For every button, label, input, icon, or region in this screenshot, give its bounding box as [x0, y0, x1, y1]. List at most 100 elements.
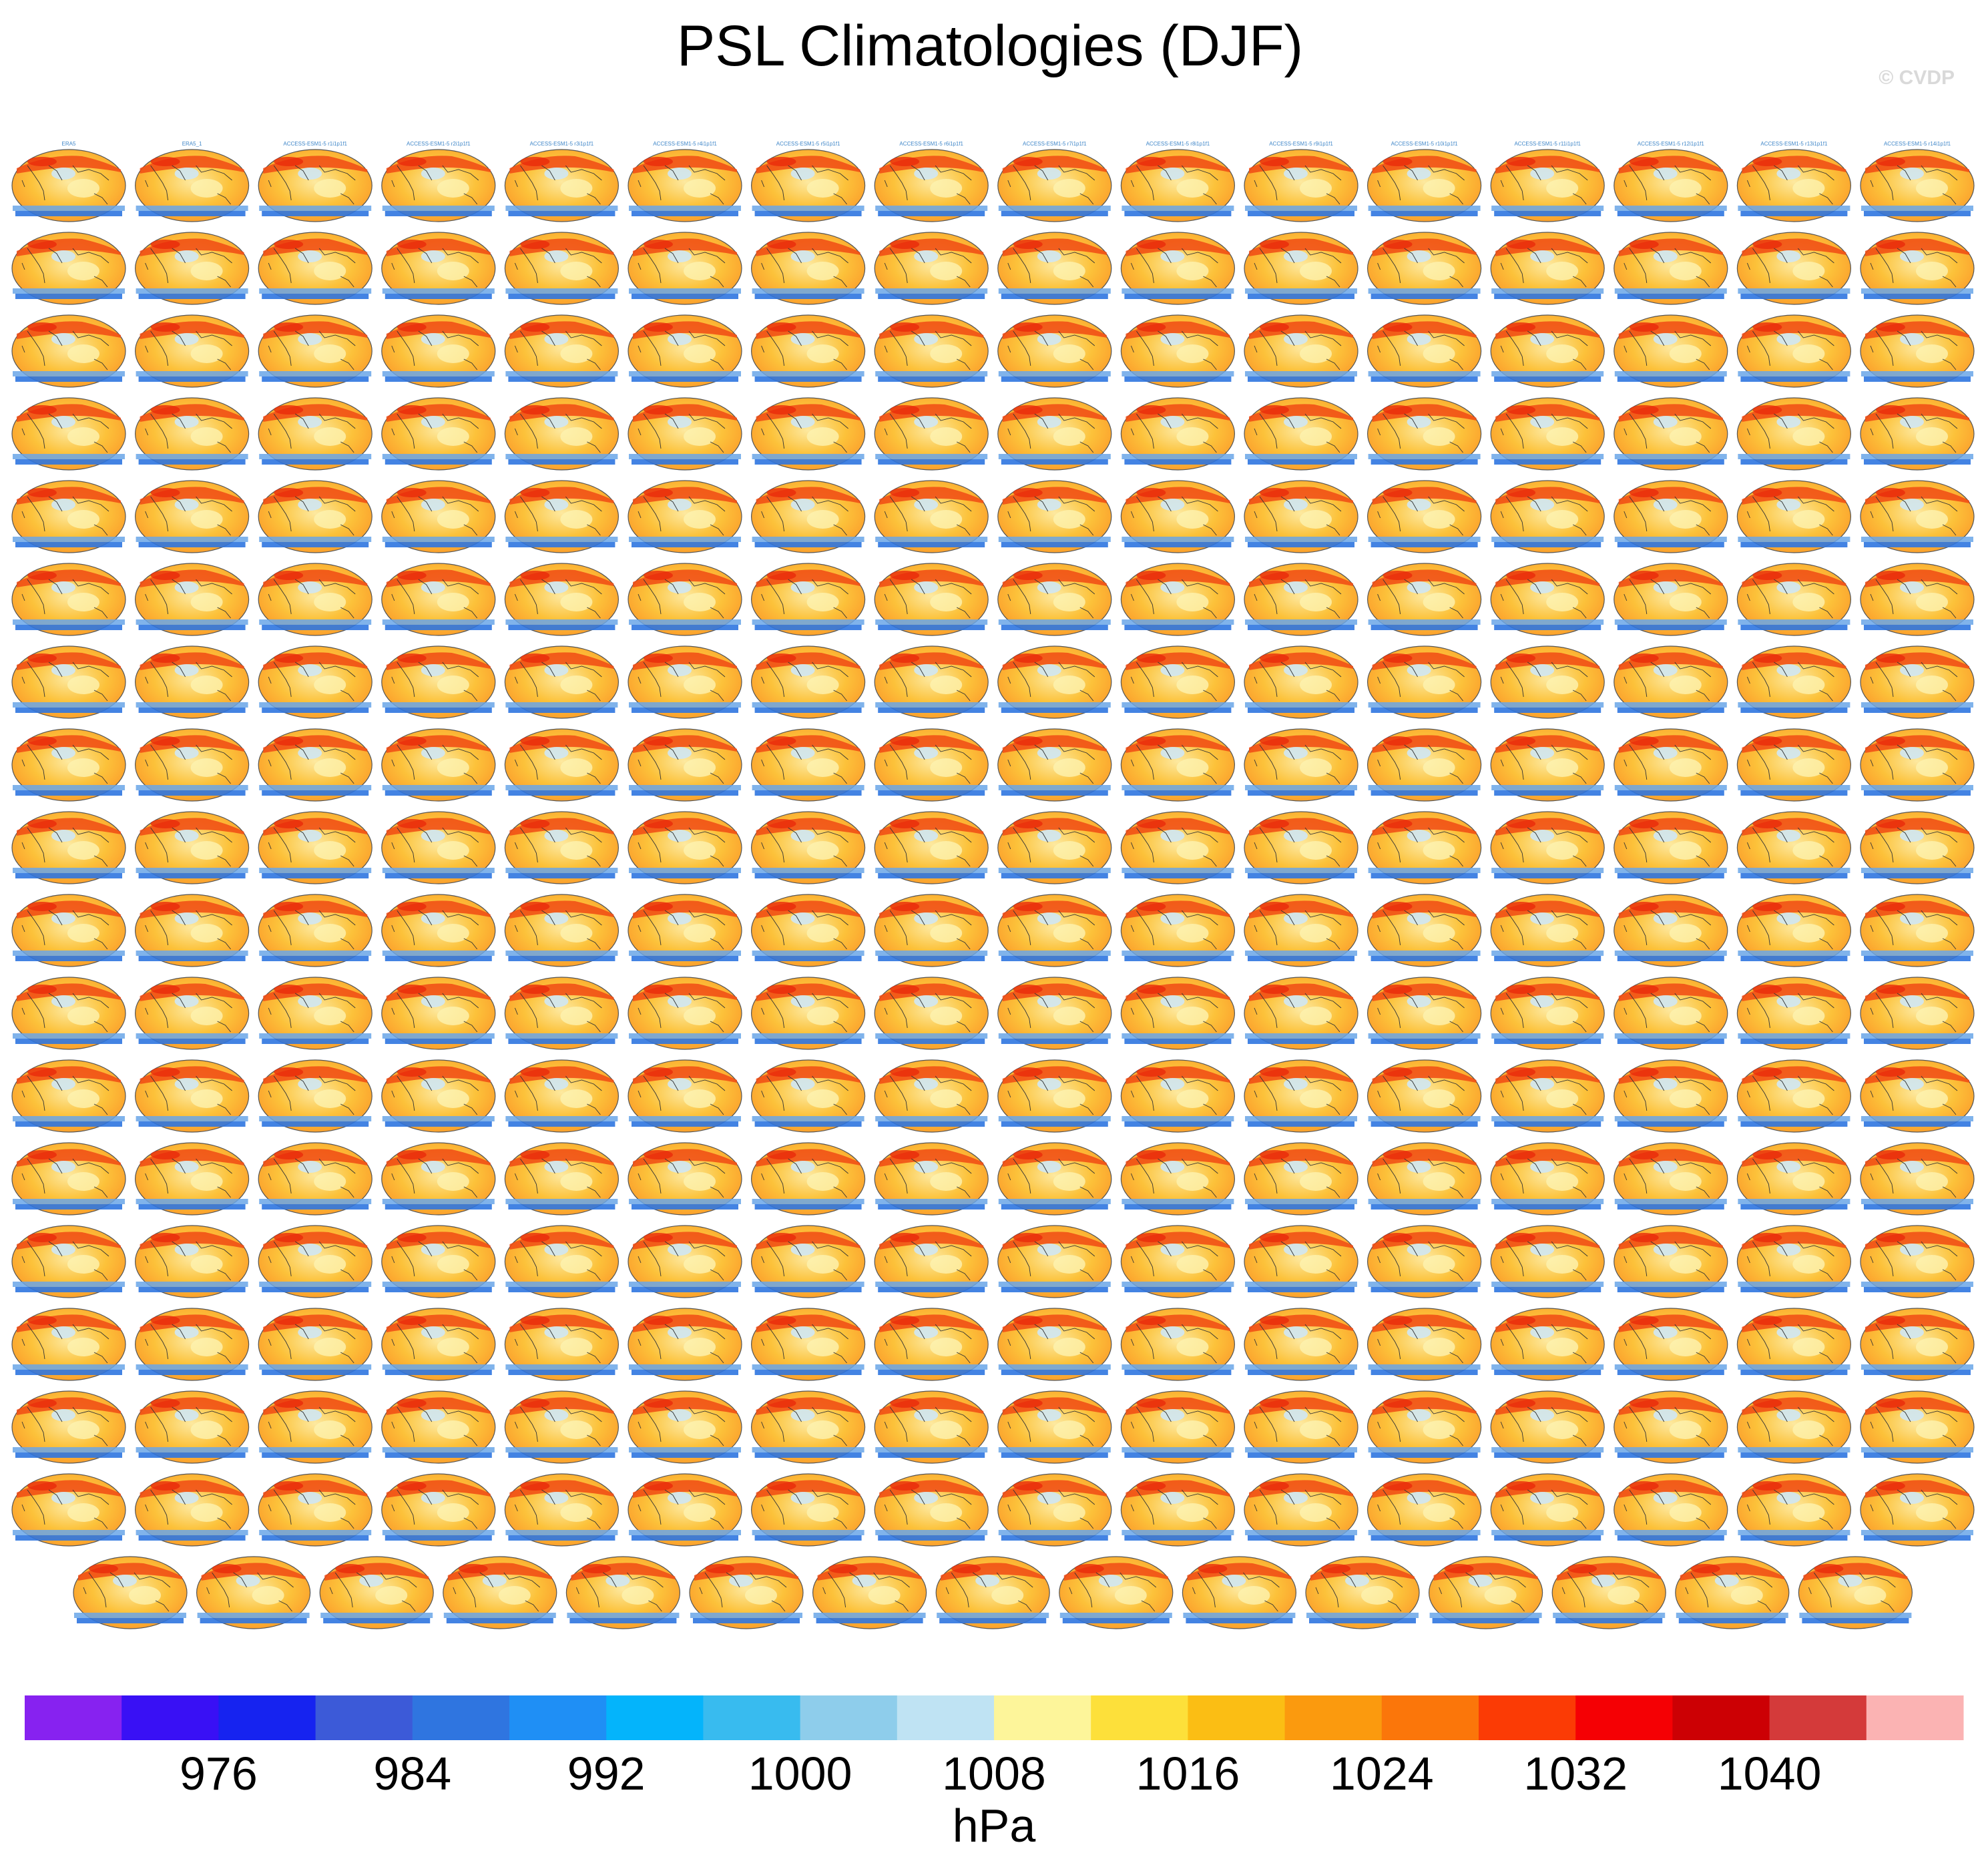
map-panel-image: [997, 1225, 1112, 1298]
map-panel: [1490, 1473, 1605, 1547]
map-panel: [750, 1059, 866, 1133]
map-panel: [135, 1390, 250, 1464]
colorbar-tick-label: 992: [567, 1748, 646, 1800]
map-panel-image: [997, 1142, 1112, 1216]
panel-title: ACCESS-ESM1-5 r7i1p1f1: [1023, 141, 1087, 147]
map-panel-image: [1244, 314, 1358, 388]
map-panel: [1860, 232, 1975, 305]
map-panel: [504, 1059, 619, 1133]
map-panel: ACCESS-ESM1-5 r2i1p1f1: [381, 141, 496, 222]
map-panel-image: [381, 1142, 496, 1216]
map-panel-image: [258, 563, 372, 636]
map-panel: [11, 1142, 126, 1216]
map-panel: [1613, 1225, 1728, 1298]
map-panel-image: [628, 1059, 742, 1133]
map-panel: [1244, 1059, 1358, 1133]
map-panel: [1244, 314, 1358, 388]
map-panel: [504, 314, 619, 388]
colorbar-segment: [703, 1695, 801, 1740]
map-panel: [1860, 1473, 1975, 1547]
map-panel-image: [874, 1473, 989, 1547]
map-panel-image: [1860, 1473, 1975, 1547]
map-panel-image: [381, 1225, 496, 1298]
map-panel-image: [1736, 563, 1851, 636]
map-panel-image: [1798, 1556, 1913, 1629]
map-panel-image: [874, 1390, 989, 1464]
map-panel-image: [1490, 1059, 1605, 1133]
map-panel-image: [135, 1390, 250, 1464]
map-panel-image: [1736, 977, 1851, 1050]
map-panel: [504, 977, 619, 1050]
map-panel: [1059, 1556, 1174, 1629]
map-panel: [997, 1142, 1112, 1216]
map-panel: [1120, 977, 1236, 1050]
map-panel-image: [1860, 894, 1975, 967]
map-panel: [1120, 728, 1236, 802]
map-panel: [628, 894, 742, 967]
map-panel-image: [381, 1308, 496, 1381]
map-panel-image: [1860, 645, 1975, 719]
map-panel: ACCESS-ESM1-5 r4i1p1f1: [628, 141, 742, 222]
map-panel: [997, 645, 1112, 719]
map-panel: [1490, 1390, 1605, 1464]
map-panel-image: [11, 811, 126, 884]
map-panel: [1120, 232, 1236, 305]
colorbar-tick-label: 976: [180, 1748, 258, 1800]
map-panel-image: [11, 397, 126, 471]
map-panel: [504, 480, 619, 553]
map-panel-image: [750, 1390, 866, 1464]
map-panel: [1736, 480, 1851, 553]
map-panel-image: [874, 728, 989, 802]
map-panel-image: [1860, 149, 1975, 222]
map-panel: ACCESS-ESM1-5 r13i1p1f1: [1736, 141, 1851, 222]
map-panel: [1490, 1059, 1605, 1133]
map-panel: [11, 232, 126, 305]
map-panel-image: [258, 232, 372, 305]
map-panel: [11, 1059, 126, 1133]
map-panel-image: [135, 149, 250, 222]
map-panel-image: [73, 1556, 188, 1629]
map-panel: [1798, 1556, 1913, 1629]
map-panel-image: [258, 977, 372, 1050]
map-panel-image: [874, 563, 989, 636]
map-panel: [381, 397, 496, 471]
map-panel-image: [628, 1390, 742, 1464]
map-panel-image: [997, 728, 1112, 802]
map-panel: [1736, 894, 1851, 967]
colorbar-tick-label: 1008: [942, 1748, 1046, 1800]
map-panel: [750, 1473, 866, 1547]
figure-title: PSL Climatologies (DJF): [677, 14, 1303, 78]
map-panel-image: [874, 480, 989, 553]
map-panel: [997, 397, 1112, 471]
map-panel-image: [874, 314, 989, 388]
map-panel-image: [1367, 1142, 1482, 1216]
map-panel-image: [1613, 894, 1728, 967]
map-panel: [750, 314, 866, 388]
map-panel-image: [1120, 149, 1236, 222]
map-panel-image: [1367, 563, 1482, 636]
map-panel: [11, 1390, 126, 1464]
panel-title: ACCESS-ESM1-5 r4i1p1f1: [653, 141, 717, 147]
map-panel-image: [1059, 1556, 1174, 1629]
map-panel-image: [997, 480, 1112, 553]
map-panel: [750, 1390, 866, 1464]
map-panel: [258, 977, 372, 1050]
map-panel: [504, 1225, 619, 1298]
map-panel: [812, 1556, 927, 1629]
map-panel: [1675, 1556, 1790, 1629]
map-panel: [1736, 811, 1851, 884]
map-panel: [1490, 811, 1605, 884]
map-panel-image: [997, 314, 1112, 388]
map-panel: [628, 1473, 742, 1547]
map-panel-image: [381, 149, 496, 222]
map-panel: [381, 645, 496, 719]
map-panel-image: [1490, 1308, 1605, 1381]
map-panel-image: [689, 1556, 804, 1629]
map-panel: [997, 1059, 1112, 1133]
map-panel: [874, 563, 989, 636]
map-panel-image: [874, 1225, 989, 1298]
map-panel: [1367, 894, 1482, 967]
map-panel-image: [1613, 645, 1728, 719]
map-panel: [258, 1225, 372, 1298]
map-panel: [381, 1059, 496, 1133]
